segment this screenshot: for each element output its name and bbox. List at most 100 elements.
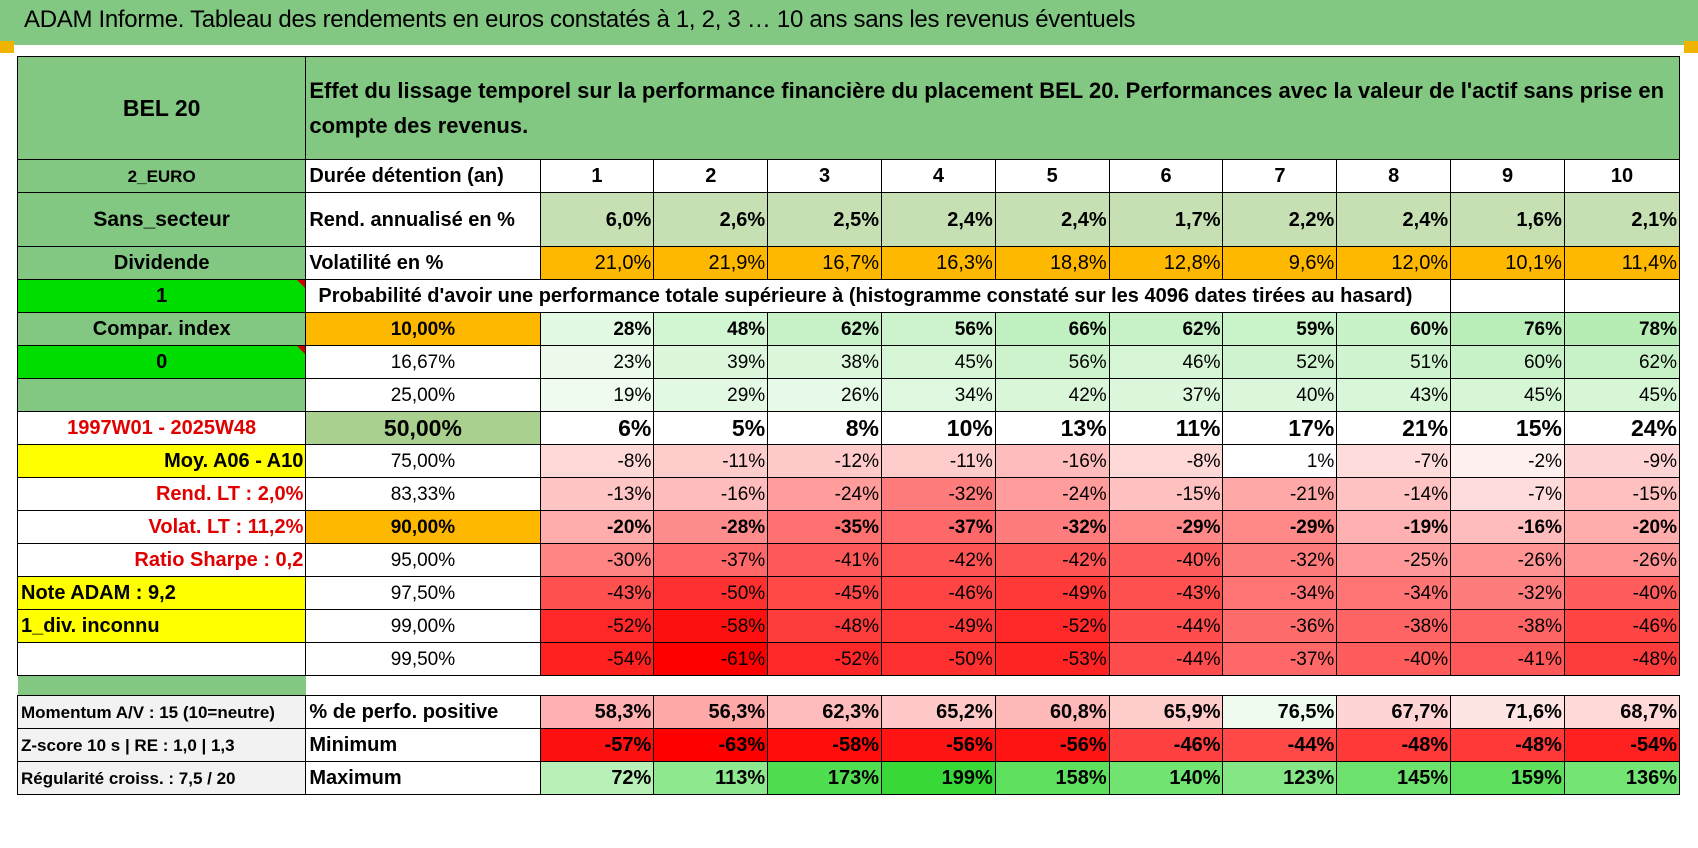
quantile-value: 48% [653,312,769,346]
pct-positive-value: 65,9% [1108,695,1224,729]
quantile-value: 34% [881,378,996,412]
quantile-value: -16% [1450,510,1565,544]
maximum-value: 159% [1450,761,1565,795]
report-title: ADAM Informe. Tableau des rendements en … [24,6,1136,33]
pct-positive-value: 67,7% [1336,695,1452,729]
quantile-value: 21% [1336,411,1452,445]
rend-value: 1,7% [1108,192,1224,247]
quantile-value: 29% [653,378,769,412]
pct-positive-value: 60,8% [994,695,1110,729]
quantile-value: 39% [653,345,769,379]
volat-value: 16,3% [881,246,996,280]
quantile-value: 45% [1450,378,1565,412]
quantile-value: -34% [1222,576,1338,610]
quantile-value: 60% [1336,312,1452,346]
quantile-value: 59% [1222,312,1338,346]
quantile-value: 43% [1336,378,1452,412]
quantile-label: 16,67% [305,345,541,379]
pct-positive-label: % de perfo. positive [305,695,541,729]
pct-positive-value: 62,3% [767,695,882,729]
performance-table: BEL 20 Effet du lissage temporel sur la p… [16,56,1681,795]
quantile-value: 37% [1108,378,1224,412]
quantile-value: -44% [1108,642,1224,676]
maximum-value: 199% [881,761,996,795]
spacer-cell [1223,676,1337,696]
year-header: 1 [539,159,655,193]
quantile-value: 1% [1222,444,1338,478]
minimum-value: -56% [994,728,1110,762]
quantile-value: 5% [653,411,769,445]
quantile-value: -16% [653,477,769,511]
volat-value: 21,9% [653,246,769,280]
quantile-value: -29% [1108,510,1224,544]
quantile-value: -40% [1336,642,1452,676]
quantile-value: 45% [1563,378,1681,412]
quantile-value: -40% [1108,543,1224,577]
quantile-value: 42% [994,378,1110,412]
quantile-label: 83,33% [305,477,541,511]
quantile-value: -42% [994,543,1110,577]
rend-value: 2,5% [767,192,882,247]
quantile-value: -46% [1563,609,1681,643]
quantile-label: 90,00% [305,510,541,544]
quantile-value: -40% [1563,576,1681,610]
adam-score: Note ADAM : 9,2 [16,576,307,610]
quantile-value: -11% [653,444,769,478]
pct-positive-value: 56,3% [653,695,769,729]
spacer-cell [1564,676,1679,696]
quantile-value: 15% [1450,411,1565,445]
maximum-value: 140% [1108,761,1224,795]
minimum-value: -46% [1108,728,1224,762]
quantile-value: 52% [1222,345,1338,379]
long-term-return: Rend. LT : 2,0% [16,477,307,511]
quantile-value: -50% [653,576,769,610]
quantile-value: -54% [539,642,655,676]
year-header: 3 [767,159,882,193]
pct-positive-value: 65,2% [881,695,996,729]
quantile-value: -49% [881,609,996,643]
spacer-cell [768,676,882,696]
quantile-value: 23% [539,345,655,379]
period-label: 1997W01 - 2025W48 [16,411,307,445]
quantile-value: -15% [1563,477,1681,511]
probability-caption: Probabilité d'avoir une performance tota… [305,279,1452,313]
quantile-value: -43% [1108,576,1224,610]
volat-value: 16,7% [767,246,882,280]
quantile-value: -49% [994,576,1110,610]
year-header: 4 [881,159,996,193]
average-label: Moy. A06 - A10 [16,444,307,478]
quantile-value: -52% [767,642,882,676]
long-term-volatility: Volat. LT : 11,2% [16,510,307,544]
year-header: 5 [994,159,1110,193]
duration-label: Durée détention (an) [305,159,541,193]
year-header: 7 [1222,159,1338,193]
year-header: 9 [1450,159,1565,193]
pct-positive-value: 58,3% [539,695,655,729]
maximum-value: 158% [994,761,1110,795]
rend-value: 2,4% [1336,192,1452,247]
quantile-value: -28% [653,510,769,544]
quantile-value: 51% [1336,345,1452,379]
quantile-value: 10% [881,411,996,445]
rend-value: 2,1% [1563,192,1681,247]
flag-one: 1 [16,279,307,313]
quantile-value: -16% [994,444,1110,478]
sector-label: Sans_secteur [16,192,307,247]
compar-index-label: Compar. index [16,312,307,346]
quantile-value: 40% [1222,378,1338,412]
quantile-value: 8% [767,411,882,445]
quantile-value: -42% [881,543,996,577]
quantile-value: -32% [994,510,1110,544]
quantile-label: 10,00% [305,312,541,346]
spacer-cell [540,676,654,696]
quantile-value: -32% [1450,576,1565,610]
quantile-value: -48% [767,609,882,643]
spacer-cell [17,675,306,696]
quantile-value: 60% [1450,345,1565,379]
quantile-value: -15% [1108,477,1224,511]
quantile-value: -32% [1222,543,1338,577]
maximum-value: 123% [1222,761,1338,795]
empty-cell [1450,279,1565,313]
quantile-value: -41% [767,543,882,577]
quantile-value: -52% [994,609,1110,643]
